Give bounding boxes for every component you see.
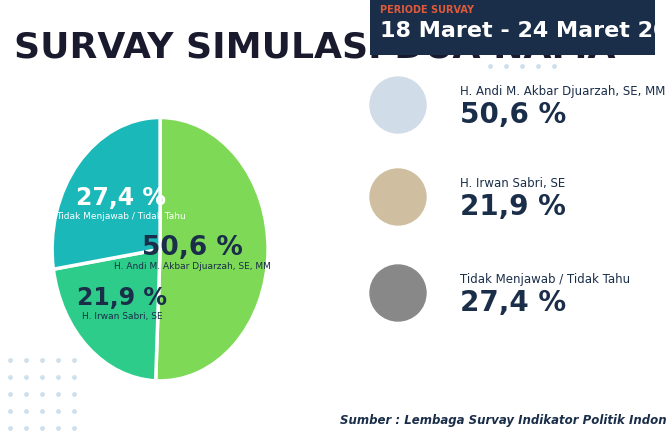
Wedge shape bbox=[155, 117, 268, 381]
Circle shape bbox=[370, 169, 426, 225]
Text: 50,6 %: 50,6 % bbox=[142, 235, 243, 261]
Text: 50,6 %: 50,6 % bbox=[460, 101, 566, 129]
Text: Tidak Menjawab / Tidak Tahu: Tidak Menjawab / Tidak Tahu bbox=[460, 272, 630, 286]
Circle shape bbox=[370, 265, 426, 321]
Text: 27,4 %: 27,4 % bbox=[76, 186, 166, 210]
Text: Sumber : Lembaga Survay Indikator Politik Indonesia: Sumber : Lembaga Survay Indikator Politi… bbox=[340, 414, 667, 427]
Text: H. Irwan Sabri, SE: H. Irwan Sabri, SE bbox=[460, 177, 565, 190]
FancyBboxPatch shape bbox=[370, 0, 655, 55]
Wedge shape bbox=[52, 117, 160, 269]
Text: 21,9 %: 21,9 % bbox=[77, 286, 167, 310]
Text: PERIODE SURVAY: PERIODE SURVAY bbox=[380, 5, 474, 15]
Circle shape bbox=[370, 77, 426, 133]
Text: H. Andi M. Akbar Djuarzah, SE, MM: H. Andi M. Akbar Djuarzah, SE, MM bbox=[460, 85, 666, 97]
Text: SURVAY SIMULASI DUA NAMA: SURVAY SIMULASI DUA NAMA bbox=[14, 30, 616, 64]
Text: Tidak Menjawab / Tidak Tahu: Tidak Menjawab / Tidak Tahu bbox=[56, 212, 186, 221]
Wedge shape bbox=[53, 249, 160, 381]
Text: H. Andi M. Akbar Djuarzah, SE, MM: H. Andi M. Akbar Djuarzah, SE, MM bbox=[114, 262, 271, 271]
Text: H. Irwan Sabri, SE: H. Irwan Sabri, SE bbox=[82, 312, 163, 321]
Text: 21,9 %: 21,9 % bbox=[460, 193, 566, 221]
Text: 18 Maret - 24 Maret 2024: 18 Maret - 24 Maret 2024 bbox=[380, 21, 667, 41]
Text: 27,4 %: 27,4 % bbox=[460, 289, 566, 317]
